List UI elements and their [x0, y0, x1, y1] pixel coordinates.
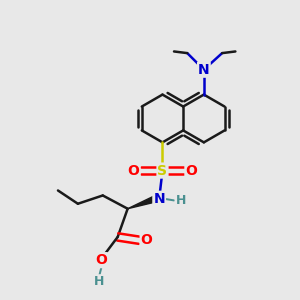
Text: O: O [185, 164, 197, 178]
Text: N: N [153, 192, 165, 206]
Text: S: S [158, 164, 167, 178]
Text: O: O [141, 233, 152, 247]
Text: O: O [128, 164, 140, 178]
Text: N: N [198, 63, 210, 77]
Text: H: H [94, 275, 105, 288]
Text: H: H [176, 194, 186, 207]
Polygon shape [128, 196, 155, 209]
Text: O: O [95, 253, 107, 267]
